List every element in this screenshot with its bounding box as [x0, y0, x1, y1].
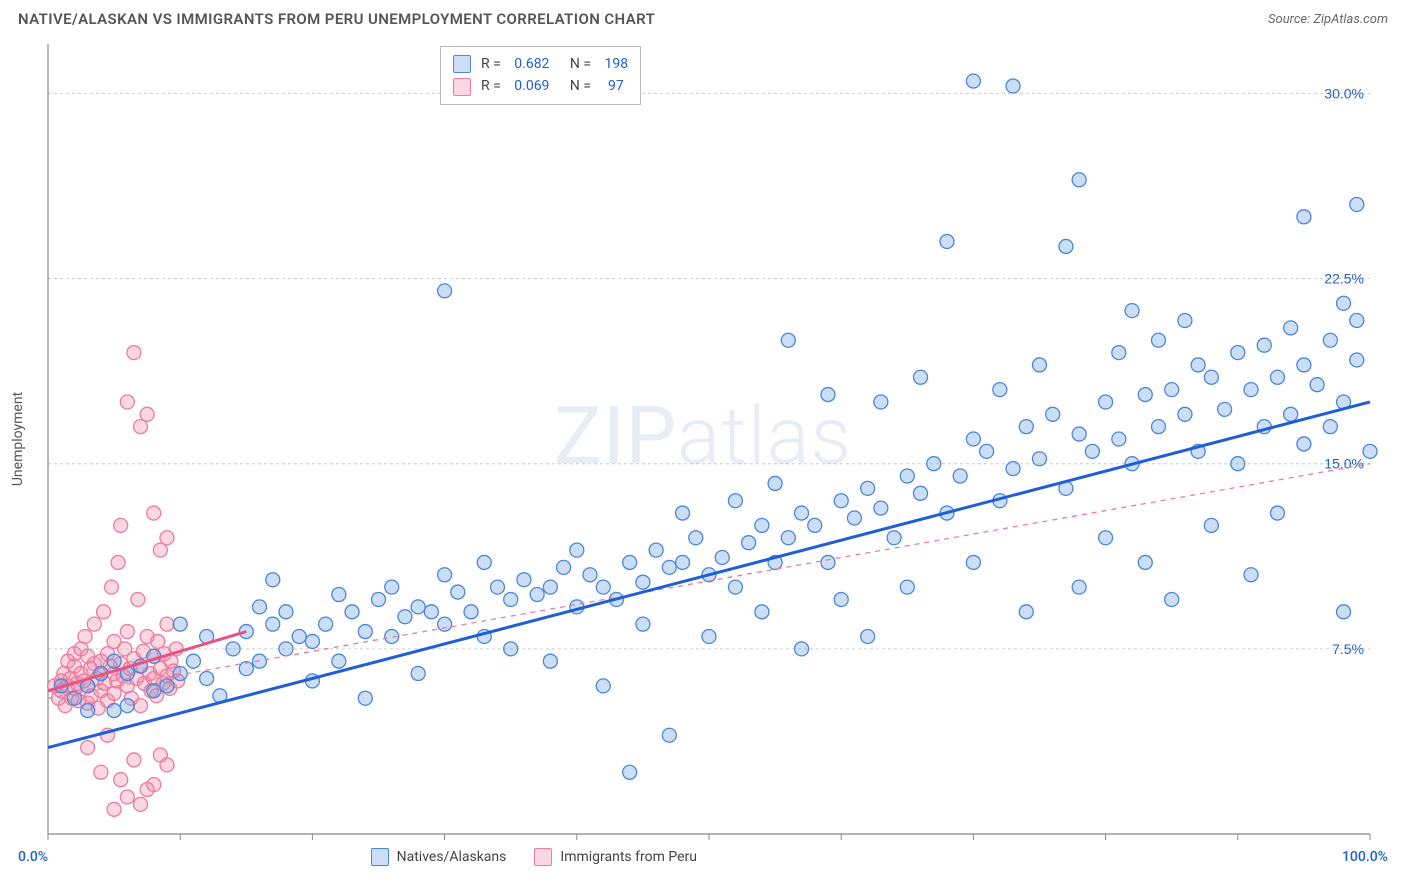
chart-title: NATIVE/ALASKAN VS IMMIGRANTS FROM PERU U… [18, 10, 655, 28]
legend-swatch-natives [371, 848, 389, 866]
svg-text:30.0%: 30.0% [1324, 85, 1364, 101]
correlation-row-peru: R = 0.069 N = 97 [453, 75, 628, 97]
bottom-legend: 0.0% Natives/Alaskans Immigrants from Pe… [0, 848, 1406, 866]
svg-text:Unemployment: Unemployment [10, 391, 26, 486]
x-axis-max: 100.0% [1342, 849, 1388, 865]
legend-item-natives: Natives/Alaskans [371, 848, 507, 866]
legend-label-peru: Immigrants from Peru [560, 849, 697, 865]
correlation-legend: R = 0.682 N = 198 R = 0.069 N = 97 [440, 46, 641, 105]
svg-text:15.0%: 15.0% [1324, 456, 1364, 472]
scatter-plot: 7.5% 15.0% 22.5% 30.0% Unemployment [0, 34, 1406, 872]
svg-text:7.5%: 7.5% [1332, 641, 1364, 657]
svg-text:22.5%: 22.5% [1324, 271, 1364, 287]
legend-swatch-peru [534, 848, 552, 866]
correlation-row-natives: R = 0.682 N = 198 [453, 53, 628, 75]
x-axis-min: 0.0% [18, 849, 48, 865]
legend-item-peru: Immigrants from Peru [534, 848, 697, 866]
legend-swatch-natives [453, 55, 471, 73]
legend-swatch-peru [453, 78, 471, 96]
chart-area: 7.5%15.0%22.5%30.0%Unemployment ZIPatlas… [0, 34, 1406, 872]
source-credit: Source: ZipAtlas.com [1268, 12, 1388, 27]
legend-label-natives: Natives/Alaskans [397, 849, 507, 865]
